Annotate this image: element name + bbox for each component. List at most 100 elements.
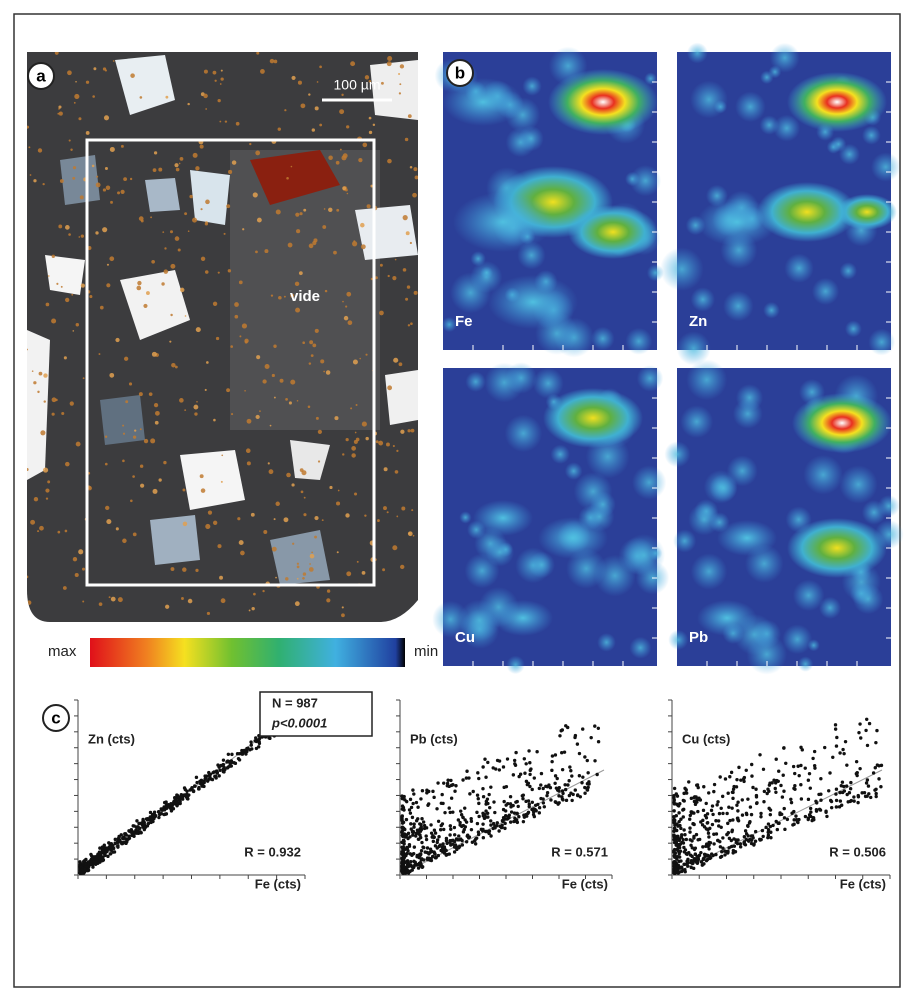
speckle — [354, 492, 357, 495]
speckle — [70, 401, 74, 405]
scatter-dot — [835, 805, 838, 808]
speckle — [110, 201, 113, 204]
scatter-dot — [673, 787, 676, 790]
map-spot — [839, 465, 877, 503]
speckle — [312, 343, 316, 347]
scatter-dot — [701, 823, 704, 826]
speckle — [130, 73, 135, 78]
speckle — [295, 601, 300, 606]
speckle — [59, 111, 63, 115]
map-spot — [551, 445, 570, 464]
scatter-dot — [121, 842, 124, 845]
speckle — [301, 103, 306, 108]
speckle — [341, 94, 343, 96]
scatter-dot — [258, 737, 261, 740]
scatter-dot — [705, 816, 708, 819]
speckle — [37, 391, 39, 393]
scatter-dot — [441, 842, 444, 845]
speckle — [28, 146, 30, 148]
scatter-dot — [715, 832, 718, 835]
speckle — [144, 439, 148, 443]
scatter-dot — [412, 830, 415, 833]
scatter-dot — [849, 800, 852, 803]
scatter-dot — [207, 771, 210, 774]
speckle — [221, 78, 224, 81]
scatter-dot — [767, 822, 770, 825]
speckle — [326, 370, 331, 375]
scatter-dot — [545, 794, 548, 797]
speckle — [58, 105, 61, 108]
speckle — [93, 67, 96, 70]
scatter-dot — [423, 827, 426, 830]
speckle — [288, 243, 293, 248]
speckle — [342, 301, 344, 303]
scatter-dot — [416, 830, 419, 833]
speckle — [226, 204, 230, 208]
scatter-dot — [467, 776, 470, 779]
speckle — [274, 518, 276, 520]
scatter-dot — [841, 781, 844, 784]
x-axis-label: Fe (cts) — [562, 876, 608, 891]
scatter-dot — [116, 845, 119, 848]
scatter-dot — [475, 811, 478, 814]
scatter-dot — [786, 818, 789, 821]
scatter-dot — [799, 764, 802, 767]
speckle — [297, 563, 299, 565]
scatter-dot — [678, 802, 681, 805]
scatter-dot — [98, 852, 101, 855]
speckle — [263, 530, 267, 534]
scatter-dot — [445, 853, 448, 856]
map: Fe — [435, 47, 664, 358]
scatter-dot — [857, 731, 860, 734]
scatter-dot — [489, 785, 492, 788]
speckle — [367, 204, 371, 208]
speckle — [44, 400, 46, 402]
scatter-dot — [510, 810, 513, 813]
speckle — [395, 259, 397, 261]
scatter-dot — [809, 810, 812, 813]
scatter-dot — [245, 747, 248, 750]
speckle — [221, 70, 223, 72]
speckle — [244, 390, 246, 392]
speckle — [26, 468, 29, 471]
scatter-dot — [858, 722, 861, 725]
scatter-dot — [754, 830, 757, 833]
speckle — [26, 349, 28, 351]
scatter-dot — [719, 856, 722, 859]
scatter-dot — [504, 803, 507, 806]
scatter-dot — [707, 832, 710, 835]
speckle — [313, 238, 317, 242]
scatter-dot — [759, 838, 762, 841]
annotation: vide — [290, 288, 320, 305]
scatter-dot — [775, 758, 778, 761]
map-spot — [466, 372, 486, 392]
speckle — [162, 231, 164, 233]
speckle — [82, 568, 85, 571]
scatter-dot — [546, 791, 549, 794]
speckle — [179, 398, 184, 403]
speckle — [83, 377, 85, 379]
scatter-dot — [589, 736, 592, 739]
speckle — [347, 193, 349, 195]
speckle — [247, 419, 252, 424]
scatter-dot — [514, 800, 517, 803]
scatter-dot — [808, 772, 811, 775]
scatter-dot — [527, 749, 530, 752]
scatter-dot — [496, 821, 499, 824]
speckle — [105, 167, 108, 170]
scatter-dot — [726, 822, 729, 825]
speckle — [265, 364, 270, 369]
speckle — [130, 500, 133, 503]
scatter-dot — [463, 806, 466, 809]
scatter-dot — [109, 852, 112, 855]
scatter-dot — [113, 842, 116, 845]
scatter-dot — [487, 793, 490, 796]
scatter-dot — [517, 805, 520, 808]
micrograph — [26, 51, 419, 622]
scatter-dot — [453, 850, 456, 853]
speckle — [274, 397, 276, 399]
scatter-dot — [446, 782, 449, 785]
map-spot — [465, 553, 500, 588]
scatter-dot — [698, 838, 701, 841]
